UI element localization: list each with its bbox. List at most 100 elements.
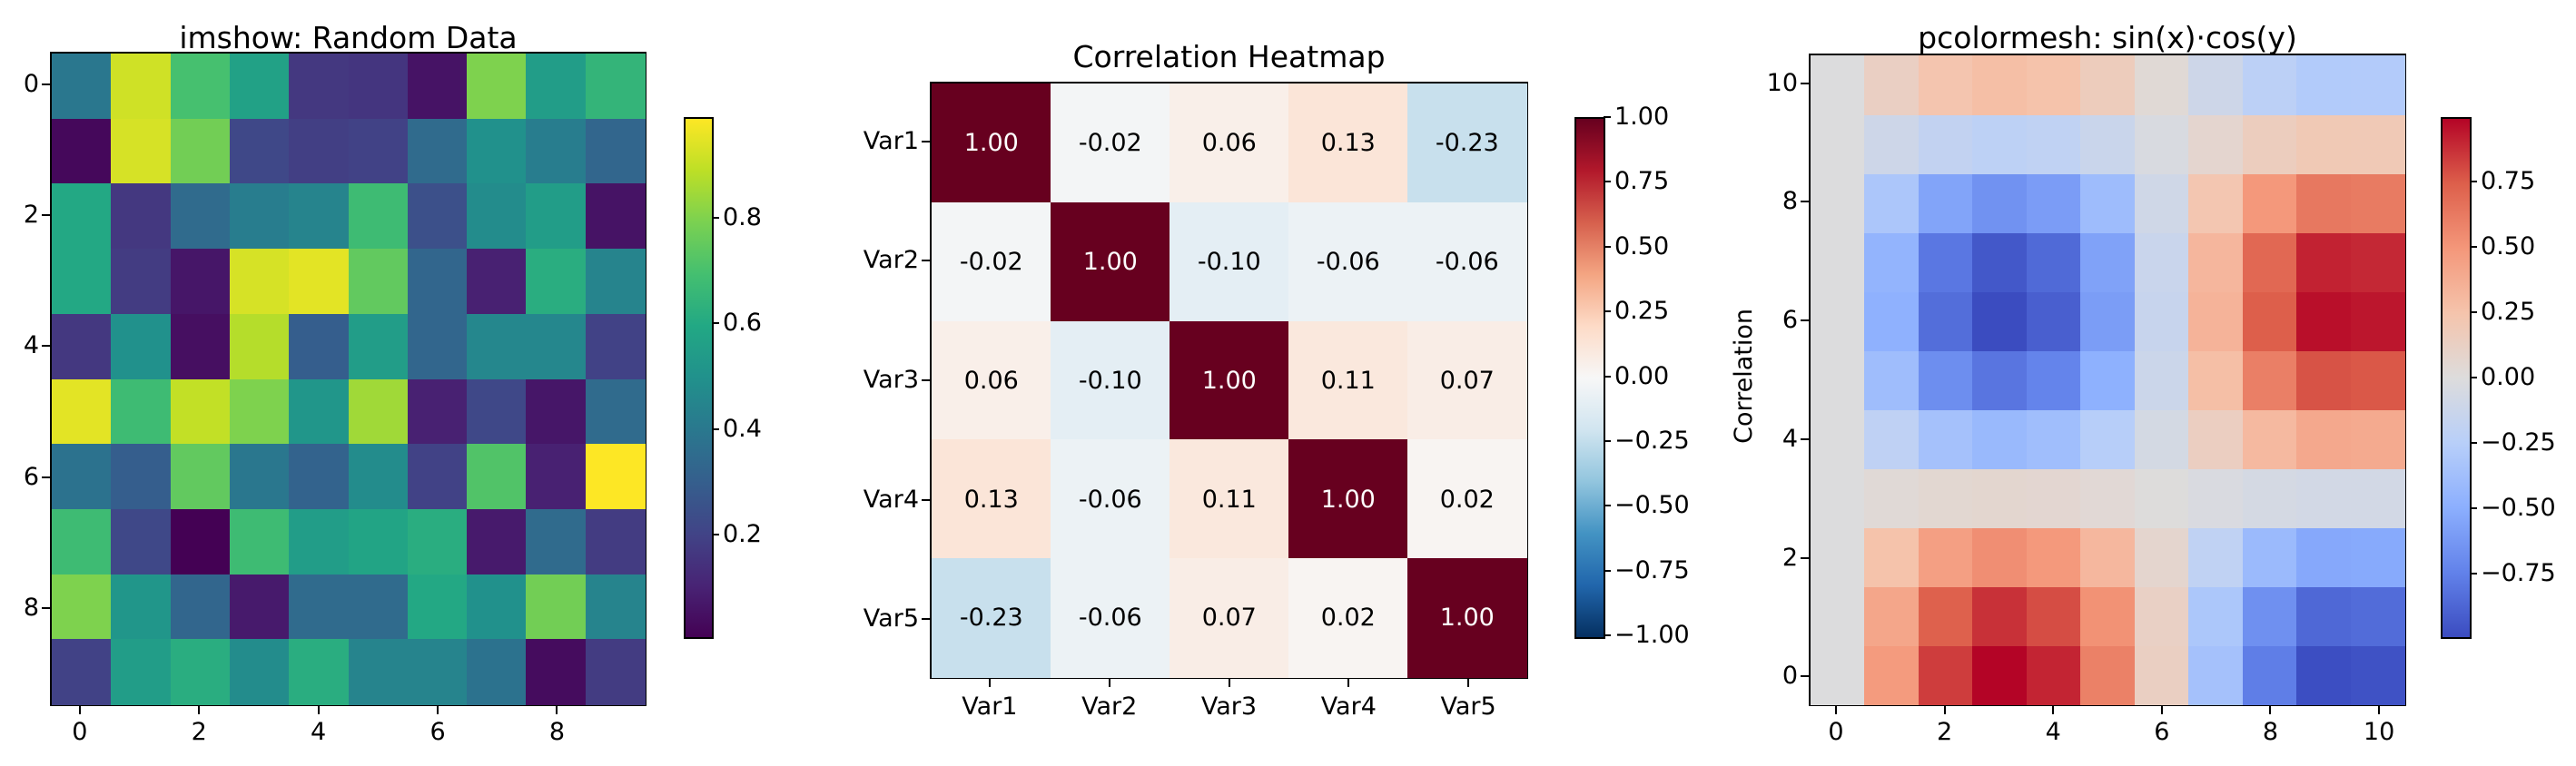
heatmap-cell: 0.06 (1170, 83, 1289, 203)
y-tick-label: 8 (23, 593, 39, 622)
heatmap-cell (348, 639, 409, 705)
heatmap-cell (2026, 232, 2081, 292)
x-tick-label: 4 (2045, 718, 2061, 746)
colorbar-tick-label: 0.25 (2481, 297, 2536, 326)
heatmap-cell (2242, 350, 2297, 410)
heatmap-cell (1972, 232, 2028, 292)
heatmap-cell (2350, 645, 2405, 705)
heatmap-cell (2350, 291, 2405, 351)
heatmap-cell (2188, 291, 2244, 351)
x-tick-mark (988, 679, 991, 687)
heatmap-cell (2188, 409, 2244, 469)
heatmap-cell (2242, 409, 2297, 469)
heatmap-cell (170, 444, 231, 510)
heatmap-cell (2350, 114, 2405, 174)
heatmap-cell (407, 378, 468, 445)
heatmap-cell (289, 183, 350, 250)
heatmap-cell (2242, 232, 2297, 292)
heatmap-cell (1811, 114, 1866, 174)
heatmap-cell (1918, 527, 1973, 587)
heatmap-cell (2026, 173, 2081, 233)
heatmap-cell (526, 118, 587, 184)
heatmap-cell (2188, 114, 2244, 174)
correlation-colorbar (1574, 117, 1605, 639)
colorbar-tick-mark (1604, 181, 1611, 183)
y-tick-mark (1801, 556, 1809, 559)
y-tick-label: 2 (23, 201, 39, 230)
colorbar-tick-mark (2470, 506, 2477, 509)
heatmap-cell (467, 54, 527, 120)
y-tick-mark (922, 618, 930, 621)
heatmap-cell (2242, 527, 2297, 587)
correlation-axes: 1.00 -0.02 0.06 0.13 -0.23 -0.02 1.00 -0.10 -0.0… (930, 82, 1528, 679)
heatmap-cell (229, 639, 290, 705)
heatmap-cell (2080, 350, 2136, 410)
heatmap-cell: 0.13 (932, 439, 1051, 559)
chart-title-pcolormesh: pcolormesh: sin(x)·cos(y) (1918, 20, 2297, 55)
heatmap-cell (170, 118, 231, 184)
heatmap-cell (170, 508, 231, 575)
heatmap-cell (467, 574, 527, 640)
colorbar-tick-label: 0.25 (1614, 297, 1670, 326)
y-tick-label: 10 (1766, 68, 1798, 97)
colorbar-tick-mark (2470, 441, 2477, 444)
x-tick-mark (437, 706, 439, 714)
colorbar-tick-mark (2470, 181, 2477, 183)
colorbar-tick-label: −1.00 (1614, 621, 1690, 649)
y-tick-mark (1801, 82, 1809, 84)
colorbar-tick-label: 0.50 (2481, 232, 2536, 261)
heatmap-cell (1972, 350, 2028, 410)
heatmap-cell (2296, 468, 2352, 528)
colorbar-tick-label: 0.75 (2481, 167, 2536, 196)
heatmap-cell (2296, 114, 2352, 174)
cell-value-label: 0.02 (1439, 485, 1495, 514)
x-tick-mark (78, 706, 81, 714)
y-tick-label: Var5 (863, 604, 919, 633)
heatmap-cell (348, 313, 409, 380)
heatmap-cell (467, 249, 527, 315)
heatmap-cell (348, 249, 409, 315)
heatmap-cell (229, 508, 290, 575)
colorbar-tick-label: −0.50 (1614, 491, 1690, 520)
cell-value-label: -0.02 (1078, 129, 1142, 158)
chart-title-imshow: imshow: Random Data (179, 20, 518, 55)
cell-value-label: 1.00 (1320, 485, 1376, 514)
heatmap-cell (289, 444, 350, 510)
heatmap-cell (52, 183, 112, 250)
cell-value-label: 1.00 (1439, 604, 1495, 633)
heatmap-cell (2296, 645, 2352, 705)
heatmap-cell (2134, 114, 2189, 174)
x-tick-label: 6 (429, 718, 446, 746)
colorbar-tick-label: 0.2 (723, 520, 762, 549)
heatmap-cell (289, 54, 350, 120)
heatmap-cell (170, 378, 231, 445)
y-tick-mark (1801, 437, 1809, 440)
x-tick-mark (198, 706, 201, 714)
chart-title-correlation: Correlation Heatmap (1072, 39, 1386, 74)
heatmap-cell (526, 444, 587, 510)
heatmap-cell: 0.02 (1407, 439, 1527, 559)
cell-value-label: 1.00 (1082, 247, 1138, 276)
heatmap-cell (407, 639, 468, 705)
cell-value-label: -0.10 (1197, 247, 1261, 276)
heatmap-cell (2080, 114, 2136, 174)
heatmap-cell (585, 444, 646, 510)
heatmap-cell (2350, 55, 2405, 115)
heatmap-cell (2134, 586, 2189, 646)
y-tick-label: 4 (23, 331, 39, 360)
x-tick-mark (1943, 706, 1946, 714)
y-tick-label: 4 (1781, 424, 1798, 453)
heatmap-cell (2134, 645, 2189, 705)
heatmap-cell (1972, 527, 2028, 587)
heatmap-cell (2134, 468, 2189, 528)
heatmap-cell: -0.23 (1407, 83, 1527, 203)
heatmap-cell (289, 508, 350, 575)
cell-value-label: 0.07 (1201, 604, 1257, 633)
cell-value-label: -0.06 (1316, 247, 1380, 276)
heatmap-cell (289, 313, 350, 380)
cell-value-label: 0.13 (963, 485, 1019, 514)
y-tick-mark (42, 345, 50, 348)
heatmap-cell (1864, 350, 1920, 410)
heatmap-cell (2188, 55, 2244, 115)
heatmap-cell (229, 378, 290, 445)
